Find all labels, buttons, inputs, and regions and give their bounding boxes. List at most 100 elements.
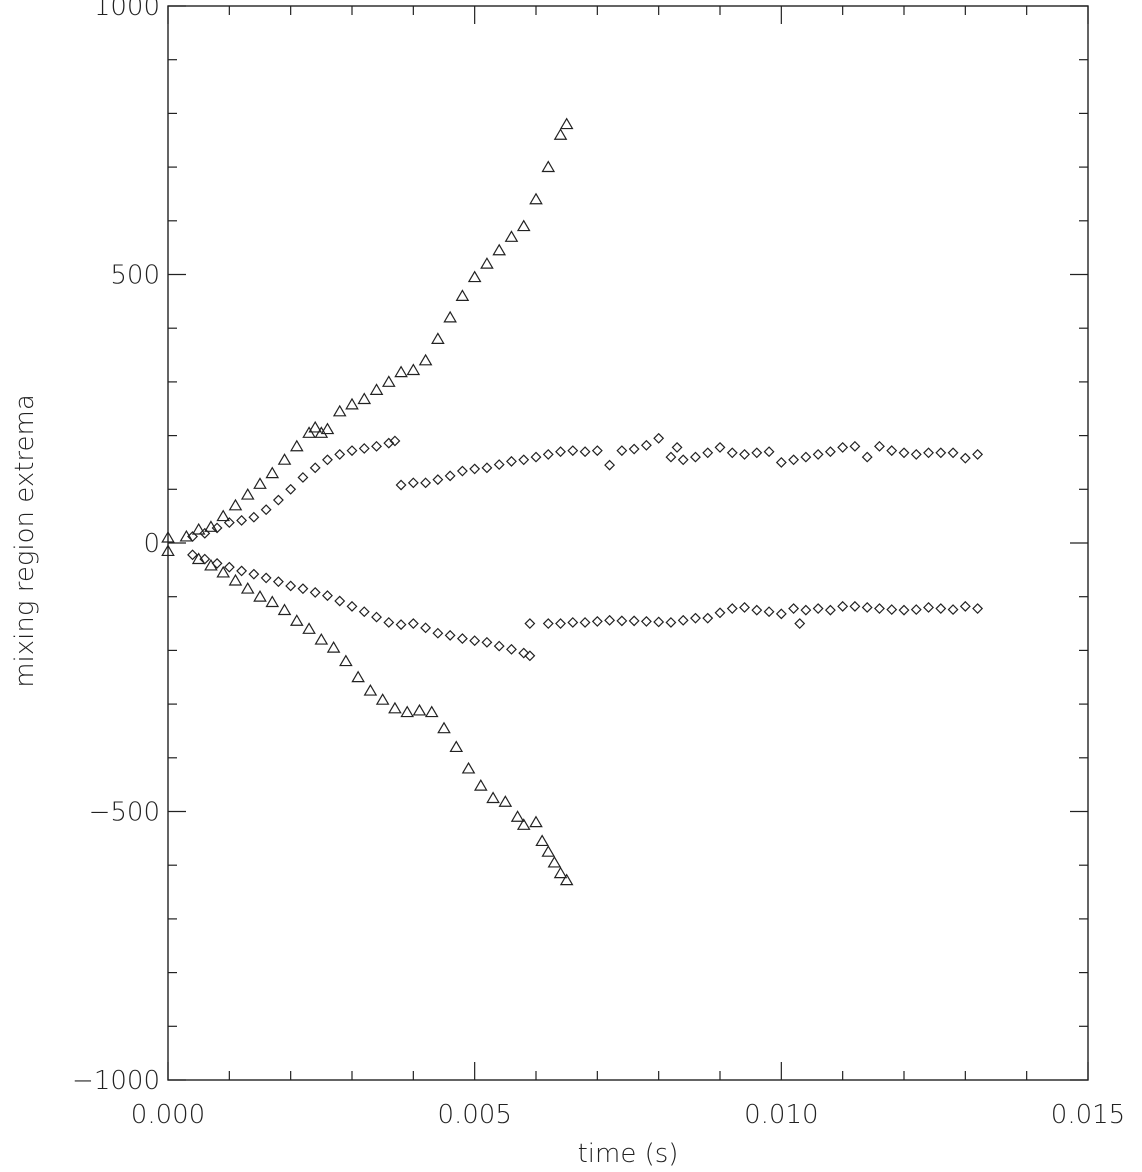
diamond-point [677,454,689,466]
diamond-point [371,611,382,623]
diamond-point [812,448,824,460]
diamond-point [334,595,346,607]
triangle-point [553,128,568,140]
triangle-point [529,192,543,205]
diamond-point [886,445,898,457]
plot-border [167,5,1089,1081]
diamond-point [874,440,885,452]
diamond-point [604,614,616,626]
triangle-point [406,363,421,376]
triangle-point [461,761,476,774]
diamond-point [260,504,272,516]
triangle-point [388,701,402,714]
diamond-point [444,470,456,482]
diamond-point [542,618,554,629]
diamond-point [506,455,517,467]
triangle-point [535,834,549,847]
diamond-point [389,435,401,447]
y-tick-label: −1000 [72,1066,160,1096]
triangle-point [265,466,280,479]
diamond-point [579,446,591,458]
diamond-point [309,462,321,474]
diamond-point [456,465,468,477]
diamond-point [849,440,861,452]
diamond-point [824,604,836,616]
diamond-point [640,615,652,627]
diamond-point [506,643,517,655]
triangle-point [357,392,372,405]
triangle-point [289,439,304,452]
diamond-point [874,603,885,614]
diamond-point [788,603,800,614]
triangle-point [253,590,267,602]
diamond-point [800,604,812,616]
triangle-point [492,243,507,256]
diamond-point [579,617,591,628]
diamond-point [444,629,456,641]
diamond-point [616,615,628,627]
diamond-point [407,618,419,629]
diamond-point [346,600,358,612]
diamond-point [671,441,683,453]
triangle-point [412,703,427,716]
diamond-point [285,580,297,592]
diamond-point [383,437,395,449]
diamond-point [959,452,971,464]
triangle-point [437,721,451,734]
diamond-point [824,446,836,458]
triangle-point [400,705,415,718]
diamond-point [524,650,536,662]
diamond-point [297,583,309,595]
diamond-point [739,601,750,613]
data-points [161,117,984,886]
axis-ticks [167,5,1089,1081]
diamond-point [530,451,542,463]
triangle-point [326,641,341,653]
diamond-point [272,494,284,506]
triangle-point [216,565,231,578]
diamond-point [775,457,787,468]
triangle-point [516,818,531,830]
diamond-point [763,446,775,458]
diamond-point [297,472,309,483]
triangle-point [314,426,329,438]
y-tick-label: 0 [143,529,160,559]
diamond-point [751,447,763,459]
diamond-point [567,445,579,457]
diamond-point [555,618,566,629]
diamond-point [861,601,873,613]
triangle-point [443,310,457,323]
diamond-point [947,604,959,616]
diamond-point [322,590,333,602]
triangle-point [529,815,543,828]
diamond-point [432,627,444,639]
diamond-point [714,607,726,619]
triangle-point [161,544,175,557]
triangle-point [467,270,482,283]
diamond-point [199,553,211,565]
diamond-point [518,647,530,659]
diamond-point [788,454,800,466]
y-tick-label: −500 [89,798,160,828]
diamond-point [959,600,971,612]
diamond-point [248,568,260,580]
triangle-point [363,683,378,696]
diamond-point [567,617,579,628]
triangle-point [369,383,384,395]
diamond-point [628,615,640,627]
triangle-point [265,595,280,608]
diamond-point [653,432,665,444]
diamond-point [285,483,297,495]
diamond-point [591,615,603,627]
triangle-point [191,522,206,535]
triangle-point [314,632,329,645]
diamond-point [518,454,530,466]
triangle-point [553,866,568,879]
triangle-point [516,219,531,232]
diamond-point [420,477,432,489]
diamond-point [395,619,407,631]
triangle-point [345,397,359,410]
x-axis-label: time (s) [578,1139,679,1169]
triangle-point [277,603,292,616]
diamond-point [358,443,370,454]
